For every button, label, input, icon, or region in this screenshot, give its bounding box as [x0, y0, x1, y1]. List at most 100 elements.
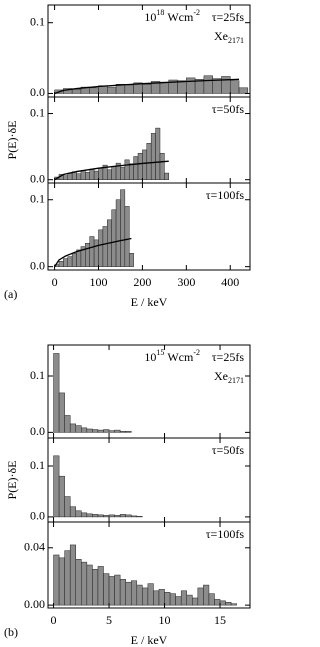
bar: [64, 496, 71, 518]
bar: [137, 152, 143, 180]
bar: [153, 590, 160, 606]
y-axis-label: P(E)·δE: [5, 461, 19, 500]
bar: [81, 561, 88, 606]
bar: [102, 226, 108, 267]
bar: [75, 559, 82, 606]
bar: [111, 166, 117, 180]
intensity-unit-exp: -2: [193, 8, 200, 17]
y-tick-label: 0.0: [30, 424, 45, 438]
bar: [86, 428, 93, 433]
x-axis-label: E / keV: [131, 633, 168, 647]
bar: [119, 579, 126, 606]
bar: [86, 513, 93, 518]
bar: [92, 569, 99, 606]
species-label: Xe2171: [214, 369, 244, 385]
species-label: Xe2171: [214, 29, 244, 45]
bar: [124, 84, 134, 94]
bar: [93, 239, 99, 267]
bar: [89, 236, 95, 267]
plot-frame: [47, 521, 251, 609]
y-tick-label: 0.1: [30, 368, 45, 382]
species-base: Xe: [214, 369, 228, 383]
bar: [80, 170, 86, 180]
annotation-label: τ=50fs: [212, 443, 245, 457]
bar: [81, 427, 88, 433]
bar: [219, 600, 226, 606]
y-tick-label: 0.1: [30, 191, 45, 205]
species-base: Xe: [214, 29, 228, 43]
bar: [92, 514, 99, 518]
intensity-unit-exp: -2: [193, 348, 200, 357]
bar: [125, 430, 132, 433]
bar: [119, 430, 126, 433]
bar: [107, 86, 117, 94]
bar: [142, 84, 152, 94]
annotation-label: τ=25fs: [212, 10, 245, 24]
bar: [119, 514, 126, 518]
intensity-label: 1018 Wcm-2: [144, 8, 200, 24]
bar: [108, 576, 115, 606]
bar: [58, 261, 64, 267]
bar: [103, 573, 110, 606]
bar: [53, 353, 60, 433]
annotation-label: τ=50fs: [212, 102, 245, 116]
x-tick-label: 10: [159, 613, 171, 627]
bar: [64, 415, 71, 433]
bar: [67, 172, 73, 180]
bar: [142, 587, 149, 606]
x-tick-label: 100: [90, 275, 108, 289]
bar: [159, 81, 170, 94]
bar: [103, 515, 110, 518]
bar: [85, 172, 90, 180]
x-tick-label: 300: [177, 275, 195, 289]
annotation-label: τ=25fs: [212, 350, 245, 364]
bar: [186, 594, 193, 606]
bar: [97, 429, 104, 433]
species-sub: 2171: [228, 36, 244, 45]
bar: [111, 209, 117, 267]
bar: [86, 564, 93, 606]
bar: [150, 133, 156, 180]
fit-curve: [54, 160, 169, 181]
bar: [203, 75, 213, 94]
bar: [108, 430, 115, 433]
intensity-exp: 15: [156, 348, 164, 357]
bar: [114, 515, 121, 518]
bar: [130, 515, 138, 518]
bar: [71, 88, 82, 94]
bar: [133, 156, 139, 180]
bar: [225, 602, 232, 606]
bar: [71, 253, 77, 267]
bar: [120, 166, 126, 180]
bar: [164, 172, 170, 180]
bar: [128, 163, 134, 180]
bar: [180, 590, 187, 606]
y-tick-label: 0.04: [24, 540, 45, 554]
bar: [208, 593, 215, 606]
y-tick-label: 0.1: [30, 105, 45, 119]
bar: [103, 429, 110, 433]
bar: [97, 566, 104, 606]
fit-curve: [54, 237, 132, 268]
bar: [124, 159, 130, 180]
bar: [147, 583, 154, 606]
bar: [64, 550, 71, 606]
bar: [177, 80, 187, 94]
bar: [186, 77, 196, 94]
bar: [155, 127, 161, 180]
bar: [69, 544, 76, 606]
bar: [63, 175, 69, 180]
fit-curve: [54, 78, 240, 95]
intensity-base: 10: [144, 10, 156, 24]
x-tick-label: 0: [51, 613, 57, 627]
bar: [164, 591, 171, 606]
bar: [230, 603, 237, 606]
bar: [229, 80, 240, 94]
bar: [93, 170, 99, 180]
x-tick-label: 0: [52, 275, 58, 289]
bar: [114, 429, 121, 433]
bar: [63, 258, 69, 267]
bar: [114, 574, 121, 606]
bar: [58, 392, 65, 433]
